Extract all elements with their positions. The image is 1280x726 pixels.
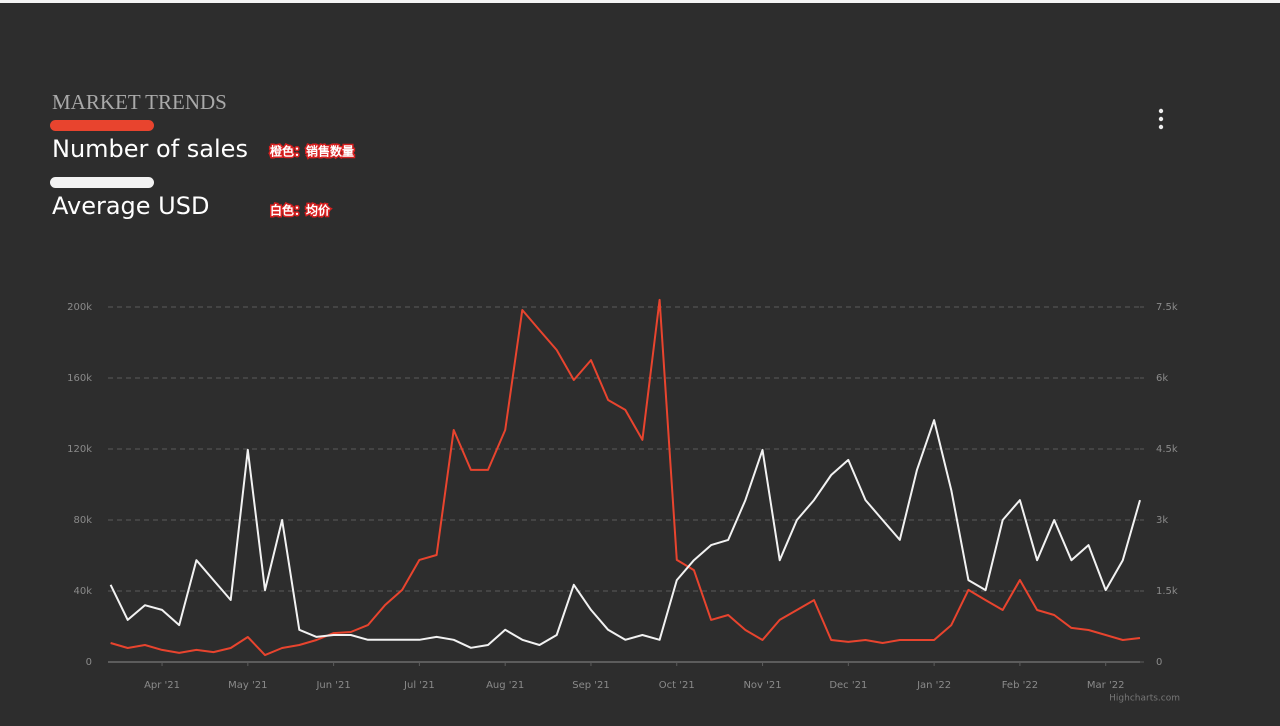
legend-label: Average USD [52, 192, 209, 220]
x-tick-label: Sep '21 [572, 680, 610, 691]
chart-title: MARKET TRENDS [52, 90, 227, 114]
y-tick-label: 200k [67, 302, 92, 313]
legend-label: Number of sales [52, 135, 248, 163]
y-tick-label: 120k [67, 444, 92, 455]
x-tick-label: Jan '22 [916, 680, 951, 691]
y2-tick-label: 4.5k [1156, 444, 1178, 455]
x-tick-label: May '21 [228, 680, 267, 691]
y-tick-label: 160k [67, 373, 92, 384]
x-tick-label: Jul '21 [403, 680, 435, 691]
x-tick-label: Nov '21 [743, 680, 781, 691]
annotation: 橙色：销售数量 [270, 144, 354, 159]
x-tick-label: Feb '22 [1002, 680, 1038, 691]
legend-swatch [50, 120, 154, 131]
y-tick-label: 0 [86, 657, 92, 668]
x-tick-label: Oct '21 [659, 680, 695, 691]
y2-tick-label: 1.5k [1156, 586, 1178, 597]
x-tick-label: Dec '21 [829, 680, 867, 691]
legend-swatch [50, 177, 154, 188]
y2-tick-label: 0 [1156, 657, 1162, 668]
y-tick-label: 80k [73, 515, 92, 526]
credits: Highcharts.com [1109, 694, 1180, 704]
x-tick-label: Apr '21 [144, 680, 180, 691]
y2-tick-label: 7.5k [1156, 302, 1178, 313]
x-tick-label: Mar '22 [1087, 680, 1125, 691]
y-tick-label: 40k [73, 586, 92, 597]
series-line [109, 419, 1141, 649]
y2-tick-label: 3k [1156, 515, 1168, 526]
y2-tick-label: 6k [1156, 373, 1168, 384]
series-line [110, 298, 1141, 657]
x-tick-label: Aug '21 [486, 680, 524, 691]
menu-button[interactable] [1158, 108, 1164, 130]
annotation: 白色：均价 [270, 203, 331, 218]
x-tick-label: Jun '21 [315, 680, 350, 691]
top-edge [0, 0, 1280, 3]
